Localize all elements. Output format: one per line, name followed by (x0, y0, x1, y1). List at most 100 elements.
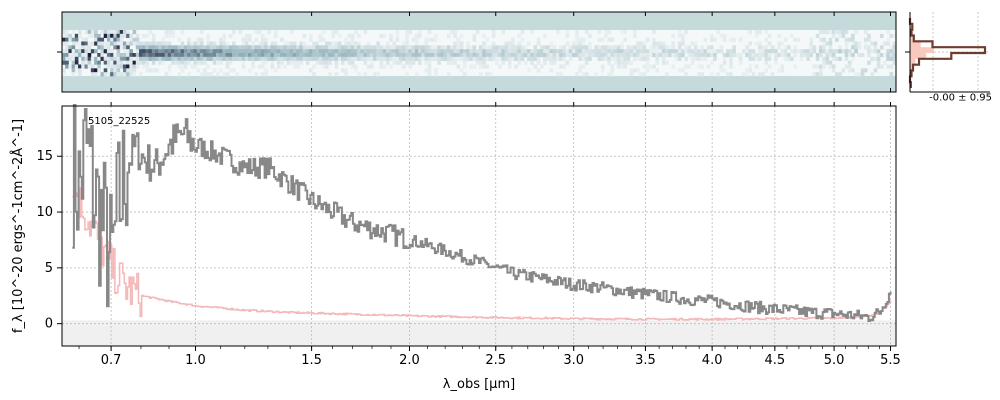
spectrum-2d-cell (350, 41, 355, 46)
spectrum-2d-cell (408, 53, 413, 58)
spectrum-2d-cell (142, 41, 146, 46)
spectrum-2d-cell (697, 49, 701, 54)
spectrum-2d-cell (745, 68, 749, 73)
spectrum-2d-cell (700, 45, 704, 50)
spectrum-2d-cell (661, 60, 666, 65)
spectrum-2d-cell (620, 49, 624, 54)
spectrum-2d-cell (620, 53, 624, 58)
spectrum-2d-cell (607, 49, 611, 54)
spectrum-2d-cell (129, 56, 133, 61)
spectrum-2d-cell (725, 72, 730, 77)
spectrum-2d-cell (562, 49, 567, 54)
spectrum-2d-cell (517, 41, 522, 46)
spectrum-2d-cell (129, 72, 133, 77)
spectrum-2d-cell (822, 45, 826, 50)
spectrum-2d-cell (100, 72, 105, 77)
spectrum-2d-cell (616, 64, 621, 69)
spectrum-2d-cell (151, 53, 156, 58)
spectrum-2d-cell (549, 49, 554, 54)
spectrum-2d-cell (65, 37, 69, 42)
spectrum-2d-cell (427, 60, 432, 65)
spectrum-2d-cell (325, 41, 329, 46)
spectrum-2d-cell (623, 37, 627, 42)
spectrum-2d-cell (418, 56, 422, 61)
spectrum-2d-cell (543, 45, 547, 50)
spectrum-2d-cell (488, 56, 493, 61)
spectrum-2d-cell (437, 45, 441, 50)
spectrum-2d-cell (536, 41, 541, 46)
spectrum-2d-cell (305, 56, 310, 61)
spectrum-2d-cell (642, 53, 647, 58)
spectrum-2d-cell (308, 56, 313, 61)
spectrum-2d-cell (180, 68, 185, 73)
spectrum-2d-cell (427, 68, 432, 73)
spectrum-2d-cell (610, 45, 615, 50)
spectrum-2d-cell (562, 45, 567, 50)
spectrum-2d-cell (482, 41, 486, 46)
spectrum-2d-cell (889, 56, 894, 61)
spectrum-2d-cell (209, 49, 214, 54)
spectrum-2d-cell (376, 45, 380, 50)
spectrum-2d-cell (225, 49, 230, 54)
spectrum-2d-cell (110, 72, 114, 77)
spectrum-2d-cell (174, 53, 178, 58)
spectrum-2d-cell (87, 30, 92, 35)
spectrum-2d-cell (344, 72, 348, 77)
spectrum-2d-cell (719, 68, 724, 73)
spectrum-2d-cell (171, 56, 175, 61)
spectrum-2d-cell (876, 64, 881, 69)
spectrum-2d-cell (546, 49, 550, 54)
spectrum-2d-cell (74, 68, 79, 73)
spectrum-2d-cell (138, 45, 143, 50)
spectrum-2d-cell (87, 60, 92, 65)
spectrum-2d-cell (286, 49, 291, 54)
spectrum-2d-cell (600, 68, 605, 73)
spectrum-2d-cell (572, 53, 576, 58)
spectrum-2d-cell (292, 41, 297, 46)
spectrum-2d-cell (453, 53, 457, 58)
spectrum-2d-cell (796, 37, 801, 42)
spectrum-2d-cell (700, 49, 704, 54)
spectrum-2d-cell (822, 30, 826, 35)
spectrum-2d-cell (161, 56, 166, 61)
spectrum-2d-cell (257, 45, 262, 50)
spectrum-2d-cell (62, 49, 66, 54)
spectrum-2d-cell (148, 53, 153, 58)
spectrum-2d-cell (270, 41, 275, 46)
spectrum-2d-cell (248, 53, 252, 58)
spectrum-2d-cell (87, 41, 92, 46)
spectrum-2d-cell (251, 45, 255, 50)
spectrum-2d-cell (495, 53, 499, 58)
spectrum-2d-cell (844, 53, 849, 58)
spectrum-2d-cell (446, 53, 451, 58)
spectrum-2d-cell (219, 49, 223, 54)
spectrum-2d-cell (732, 49, 737, 54)
spectrum-2d-cell (302, 45, 307, 50)
spectrum-2d-cell (199, 45, 204, 50)
spectrum-2d-cell (212, 45, 217, 50)
spectrum-2d-cell (700, 64, 704, 69)
spectrum-2d-cell (286, 41, 291, 46)
spectrum-2d-cell (774, 53, 778, 58)
spectrum-2d-cell (145, 45, 150, 50)
spectrum-2d-cell (369, 53, 374, 58)
spectrum-2d-cell (777, 68, 781, 73)
spectrum-2d-cell (199, 56, 204, 61)
spectrum-2d-cell (437, 49, 441, 54)
spectrum-2d-cell (299, 53, 303, 58)
spectrum-2d-cell (754, 33, 759, 38)
spectrum-2d-cell (222, 45, 226, 50)
spectrum-2d-cell (430, 45, 435, 50)
spectrum-2d-cell (806, 56, 810, 61)
spectrum-2d-cell (459, 45, 464, 50)
spectrum-2d-cell (729, 37, 733, 42)
spectrum-2d-cell (729, 56, 733, 61)
spectrum-2d-cell (828, 64, 833, 69)
spectrum-2d-cell (315, 56, 320, 61)
spectrum-2d-cell (838, 49, 842, 54)
spectrum-2d-cell (94, 68, 98, 73)
spectrum-2d-cell (511, 41, 515, 46)
spectrum-2d-cell (681, 68, 685, 73)
spectrum-2d-cell (260, 64, 265, 69)
spectrum-2d-cell (530, 60, 534, 65)
